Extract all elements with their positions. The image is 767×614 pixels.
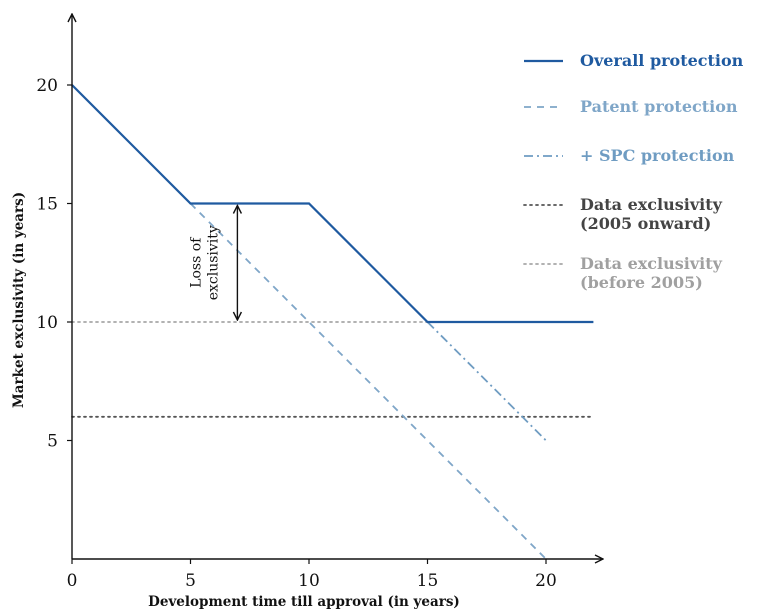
loss-of-exclusivity-label: Loss ofexclusivity	[188, 225, 221, 300]
plot-area	[71, 84, 595, 560]
legend-label-spc-protection: + SPC protection	[580, 146, 735, 165]
y-tick-label: 20	[36, 76, 58, 96]
series-line-spc-protection	[426, 321, 547, 442]
x-tick-label: 15	[417, 571, 439, 591]
legend-label-patent-protection: Patent protection	[580, 97, 738, 116]
x-tick-label: 20	[535, 571, 557, 591]
x-axis-title: Development time till approval (in years…	[148, 594, 460, 610]
x-tick-label: 0	[67, 571, 78, 591]
axes: 0 5 10 15 20 5 10 15 20 Development time till app…	[11, 14, 603, 610]
x-tick-label: 5	[185, 571, 196, 591]
legend-label-overall-protection: Overall protection	[580, 51, 744, 70]
legend: Overall protection Patent protection + SPC…	[523, 51, 744, 292]
x-tick-label: 10	[298, 571, 320, 591]
annotations: Loss ofexclusivity	[188, 206, 237, 321]
y-tick-label: 15	[36, 195, 58, 215]
legend-label-data-exclusivity-before-2005: Data exclusivity (before 2005)	[580, 254, 723, 292]
legend-label-data-exclusivity-2005-onward: Data exclusivity (2005 onward)	[580, 195, 723, 233]
series-line-overall-protection	[71, 84, 594, 324]
y-axis-title: Market exclusivity (in years)	[11, 192, 27, 408]
y-tick-label: 10	[36, 313, 58, 333]
y-tick-label: 5	[47, 432, 58, 452]
series-line-patent-protection	[189, 202, 547, 560]
